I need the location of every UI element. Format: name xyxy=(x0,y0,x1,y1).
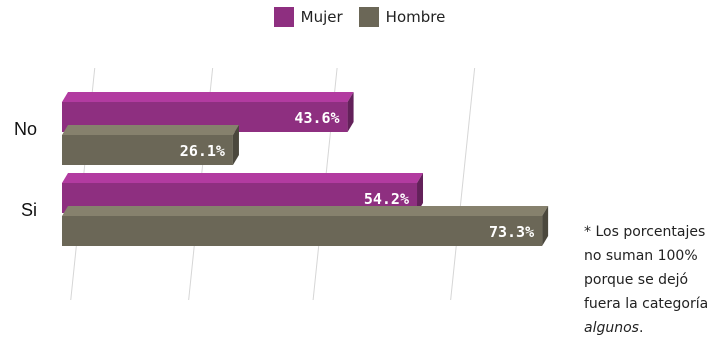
bar-si-hombre-side xyxy=(542,206,549,246)
legend-label-mujer: Mujer xyxy=(300,8,343,26)
legend-label-hombre: Hombre xyxy=(385,8,446,26)
legend-swatch-mujer xyxy=(273,7,294,27)
bar-si-hombre xyxy=(62,216,543,246)
bar-no-hombre-side xyxy=(232,125,239,165)
bar-no-hombre-value-label: 26.1% xyxy=(180,142,225,160)
bar-no-hombre-top xyxy=(62,125,239,135)
bar-si-hombre-top xyxy=(62,206,549,216)
footnote-period: . xyxy=(638,320,644,336)
footnote-line-2: no suman 100% xyxy=(584,248,698,264)
category-label-si: Si xyxy=(21,200,37,220)
footnote-italic-word: algunos xyxy=(584,320,639,336)
bar-si-mujer-top xyxy=(62,173,424,183)
bar-no-mujer-side xyxy=(347,92,354,132)
footnote-line-1: * Los porcentajes xyxy=(584,224,706,240)
legend-item-hombre: Hombre xyxy=(358,7,446,27)
bar-no-hombre xyxy=(62,135,233,165)
footnote-line-4: fuera la categoría xyxy=(584,296,709,312)
legend-swatch-hombre xyxy=(358,7,379,27)
footnote-line-5: algunos. xyxy=(584,316,719,340)
footnote-line-3: porque se dejó xyxy=(584,272,689,288)
legend: Mujer Hombre xyxy=(0,7,719,27)
footnote: * Los porcentajes no suman 100% porque s… xyxy=(584,220,719,340)
gridline-4 xyxy=(450,67,476,301)
bar-chart: No Si 43.6% 26.1% 54.2% 73.3% xyxy=(14,67,549,301)
bar-no-mujer-top xyxy=(62,92,354,102)
bar-si-mujer-side xyxy=(417,173,424,213)
bar-no-mujer-value-label: 43.6% xyxy=(294,109,339,127)
bar-si-mujer-value-label: 54.2% xyxy=(364,190,409,208)
bar-si-hombre-value-label: 73.3% xyxy=(489,223,534,241)
category-label-no: No xyxy=(14,119,37,139)
legend-item-mujer: Mujer xyxy=(273,7,343,27)
